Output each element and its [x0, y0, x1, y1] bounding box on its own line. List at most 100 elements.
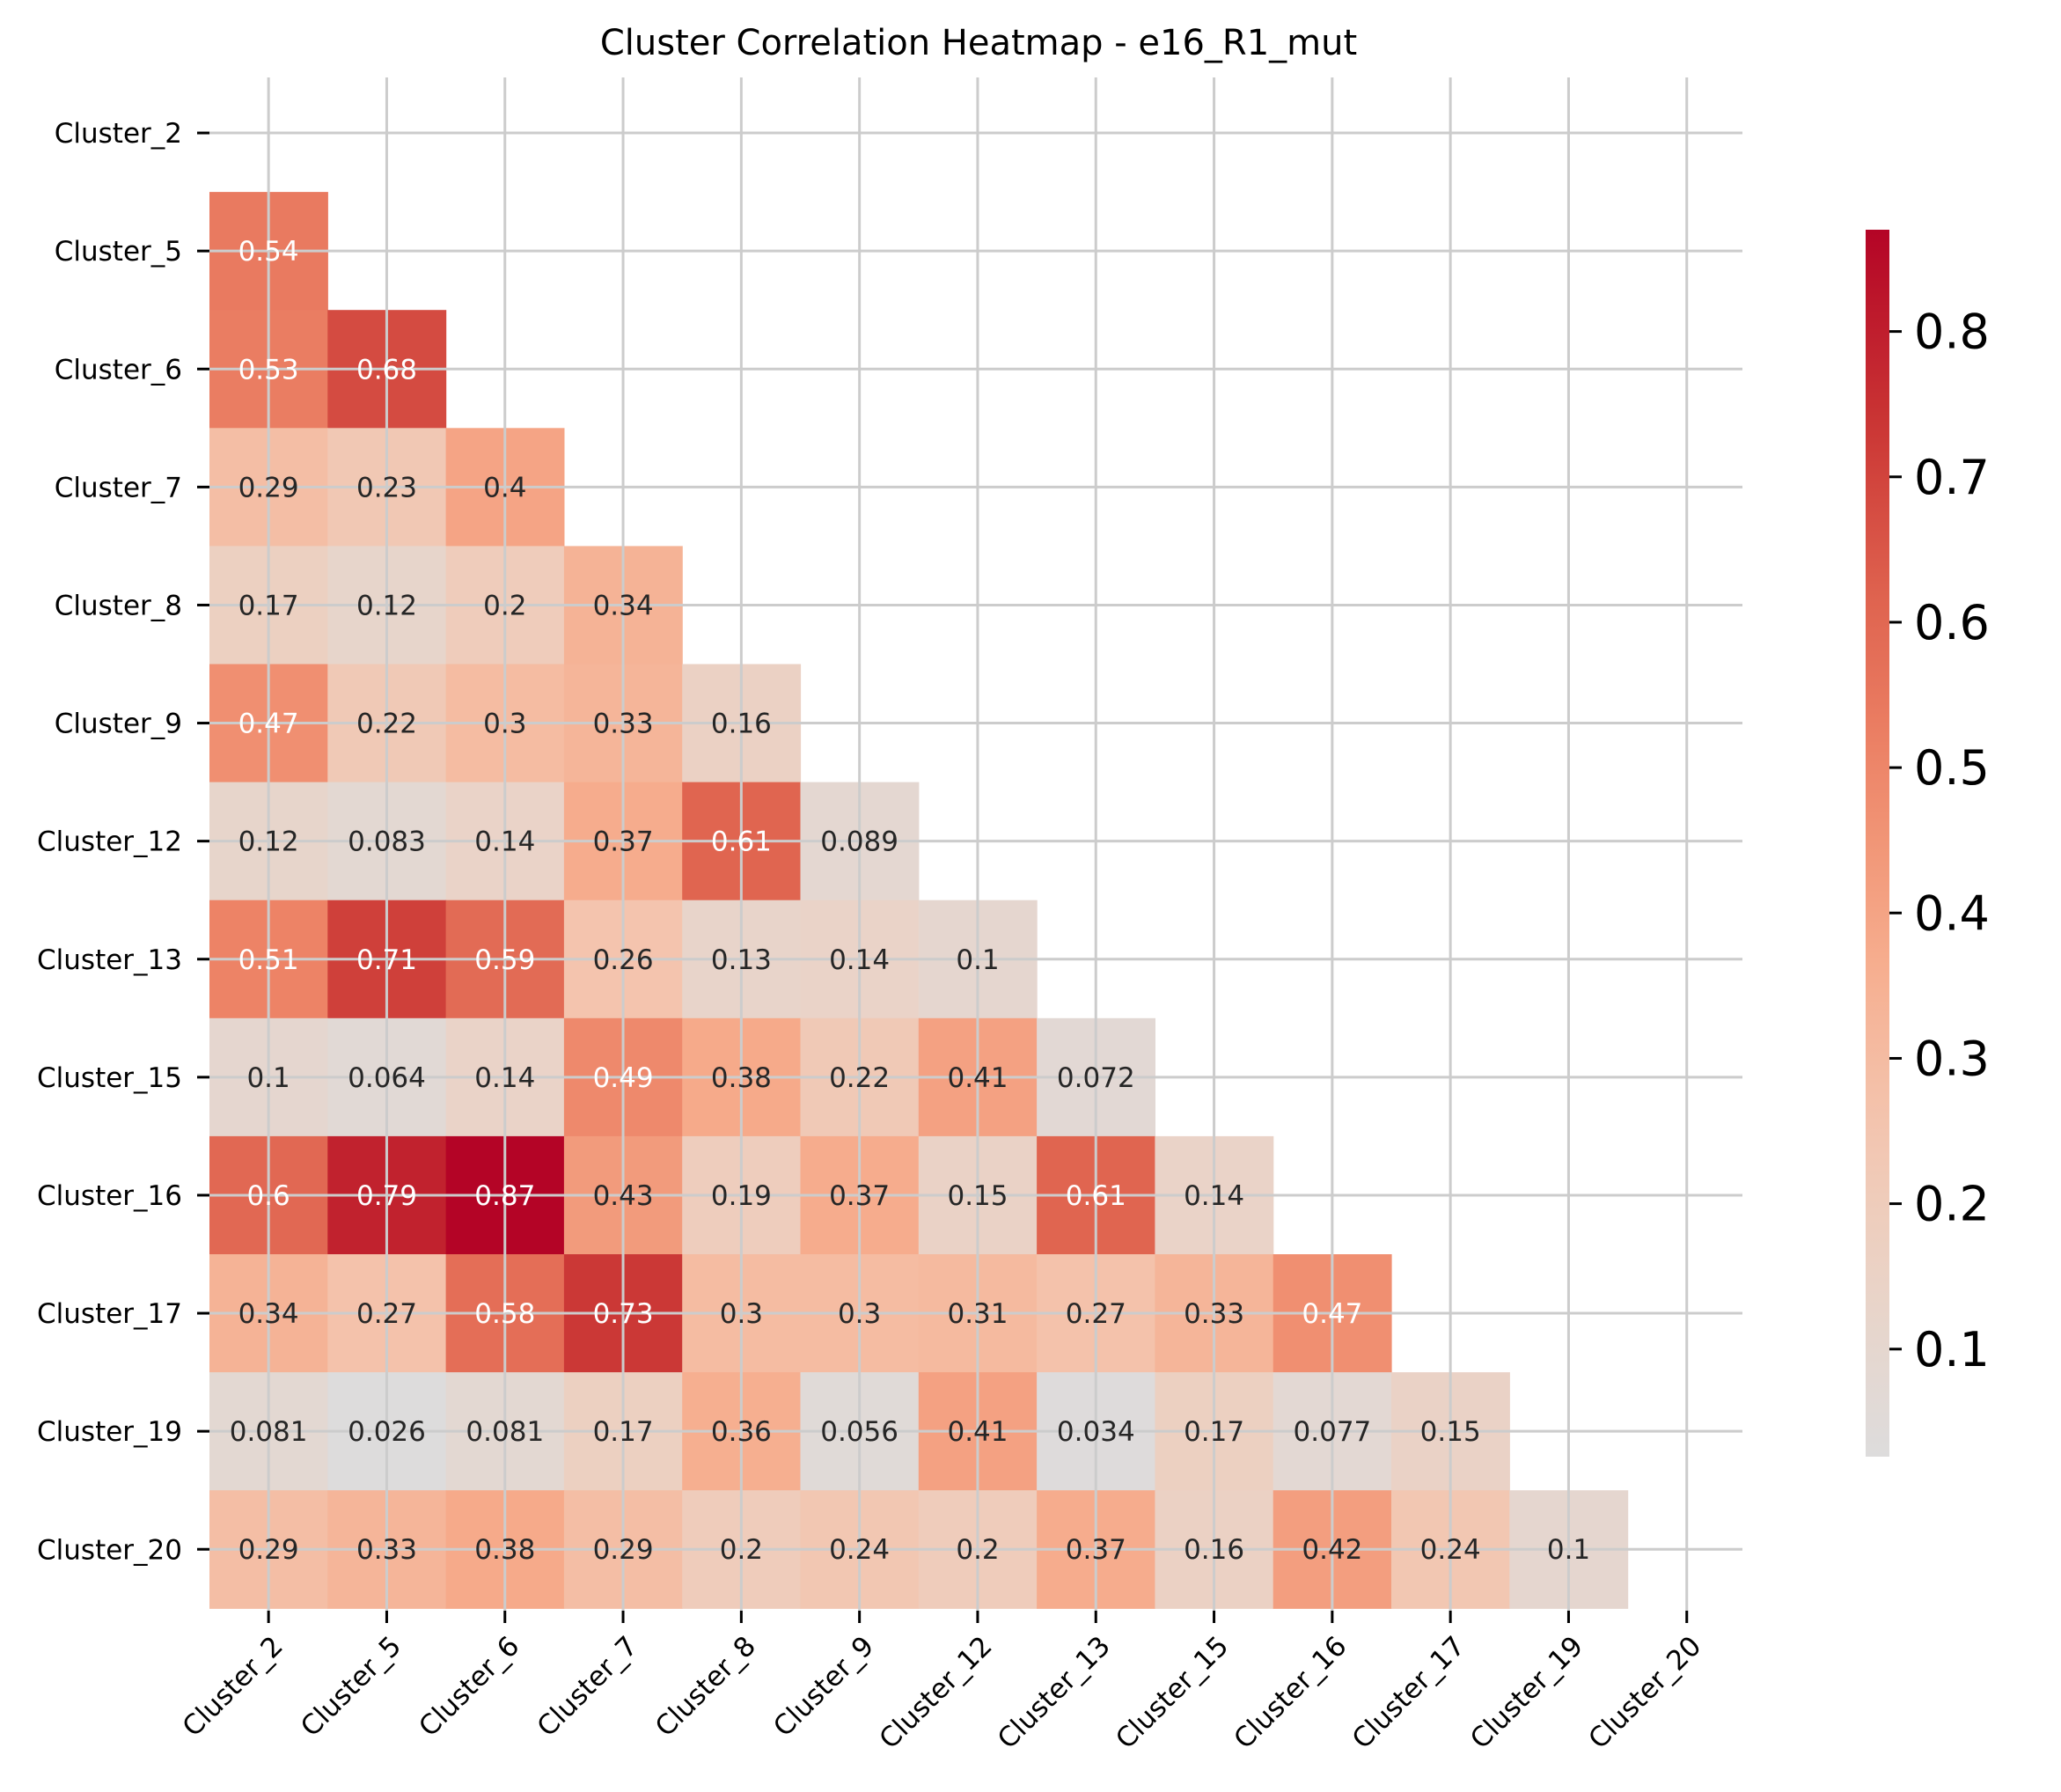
colorbar-tick-label: 0.6	[1914, 595, 1990, 650]
x-tick-label: Cluster_20	[1582, 1630, 1707, 1755]
x-tick-label: Cluster_12	[873, 1630, 998, 1755]
y-tick-label: Cluster_13	[37, 944, 182, 976]
cell-value-label: 0.16	[711, 709, 772, 740]
cell-value-label: 0.38	[474, 1534, 535, 1566]
cell-value-label: 0.081	[466, 1416, 544, 1448]
cell-value-label: 0.3	[483, 709, 526, 740]
cell-value-label: 0.37	[593, 826, 654, 858]
x-tick-label: Cluster_7	[532, 1630, 644, 1743]
cell-value-label: 0.34	[238, 1298, 299, 1330]
cell-value-label: 0.16	[1184, 1534, 1244, 1566]
x-tick-label: Cluster_9	[767, 1630, 880, 1743]
cell-value-label: 0.36	[711, 1416, 772, 1448]
cell-value-label: 0.34	[593, 590, 654, 621]
y-tick-label: Cluster_6	[55, 354, 182, 386]
cell-annotations: 0.54 0.53 0.68 0.29 0.23 0.4 0.17 0.12 0.2 0.34 0.…	[230, 236, 1590, 1566]
cell-value-label: 0.19	[711, 1180, 772, 1212]
x-tick-label: Cluster_13	[992, 1630, 1117, 1755]
cell-value-label: 0.68	[356, 354, 417, 386]
cell-value-label: 0.14	[474, 826, 535, 858]
cell-value-label: 0.33	[356, 1534, 417, 1566]
cell-value-label: 0.47	[238, 709, 299, 740]
cell-value-label: 0.064	[348, 1062, 426, 1094]
y-tick-label: Cluster_5	[55, 236, 182, 268]
cell-value-label: 0.072	[1057, 1062, 1135, 1094]
x-axis: Cluster_2 Cluster_5 Cluster_6 Cluster_7 Clus…	[177, 1611, 1707, 1755]
cell-value-label: 0.29	[238, 1534, 299, 1566]
cell-value-label: 0.87	[474, 1180, 535, 1212]
cell-value-label: 0.1	[1547, 1534, 1590, 1566]
cell-value-label: 0.33	[1184, 1298, 1244, 1330]
cell-value-label: 0.2	[956, 1534, 999, 1566]
cell-value-label: 0.15	[947, 1180, 1008, 1212]
colorbar-tick-label: 0.4	[1914, 885, 1990, 941]
y-axis: Cluster_2 Cluster_5 Cluster_6 Cluster_7 Clus…	[37, 118, 209, 1566]
chart-title: Cluster Correlation Heatmap - e16_R1_mut	[600, 23, 1357, 63]
y-tick-label: Cluster_20	[37, 1534, 182, 1566]
cell-value-label: 0.083	[348, 826, 426, 858]
cell-value-label: 0.4	[483, 472, 526, 503]
cell-value-label: 0.034	[1057, 1416, 1135, 1448]
cell-value-label: 0.24	[1420, 1534, 1481, 1566]
cell-value-label: 0.29	[593, 1534, 654, 1566]
cell-value-label: 0.61	[711, 826, 772, 858]
cell-value-label: 0.41	[947, 1416, 1008, 1448]
cell-value-label: 0.27	[356, 1298, 417, 1330]
cell-value-label: 0.22	[829, 1062, 890, 1094]
y-tick-label: Cluster_19	[37, 1416, 182, 1448]
cell-value-label: 0.15	[1420, 1416, 1481, 1448]
colorbar-tick-label: 0.1	[1914, 1322, 1990, 1377]
cell-value-label: 0.17	[593, 1416, 654, 1448]
cell-value-label: 0.2	[483, 590, 526, 621]
cell-value-label: 0.47	[1302, 1298, 1362, 1330]
cell-value-label: 0.14	[474, 1062, 535, 1094]
heatmap-cells	[209, 192, 1629, 1609]
y-tick-label: Cluster_17	[37, 1298, 182, 1330]
cell-value-label: 0.1	[956, 944, 999, 976]
colorbar-tick-label: 0.5	[1914, 740, 1990, 796]
cell-value-label: 0.79	[356, 1180, 417, 1212]
x-tick-label: Cluster_6	[413, 1630, 525, 1743]
cell-value-label: 0.37	[1066, 1534, 1126, 1566]
cell-value-label: 0.33	[593, 709, 654, 740]
cell-value-label: 0.2	[720, 1534, 763, 1566]
x-tick-label: Cluster_8	[649, 1630, 762, 1743]
cell-value-label: 0.51	[238, 944, 299, 976]
gridlines	[209, 77, 1742, 1611]
colorbar-tick-label: 0.7	[1914, 450, 1990, 505]
cell-value-label: 0.43	[593, 1180, 654, 1212]
cell-value-label: 0.27	[1066, 1298, 1126, 1330]
y-tick-label: Cluster_12	[37, 826, 182, 858]
cell-value-label: 0.22	[356, 709, 417, 740]
cell-value-label: 0.58	[474, 1298, 535, 1330]
y-tick-label: Cluster_2	[55, 118, 182, 150]
cell-value-label: 0.61	[1066, 1180, 1126, 1212]
cell-value-label: 0.49	[593, 1062, 654, 1094]
cell-value-label: 0.056	[820, 1416, 898, 1448]
cell-value-label: 0.53	[238, 354, 299, 386]
cell-value-label: 0.37	[829, 1180, 890, 1212]
cell-value-label: 0.026	[348, 1416, 426, 1448]
cell-value-label: 0.081	[230, 1416, 308, 1448]
cell-value-label: 0.17	[1184, 1416, 1244, 1448]
cell-value-label: 0.17	[238, 590, 299, 621]
x-tick-label: Cluster_19	[1464, 1630, 1589, 1755]
x-tick-label: Cluster_2	[177, 1630, 290, 1743]
cell-value-label: 0.24	[829, 1534, 890, 1566]
cell-value-label: 0.73	[593, 1298, 654, 1330]
cell-value-label: 0.6	[246, 1180, 290, 1212]
cell-value-label: 0.12	[238, 826, 299, 858]
colorbar-gradient	[1866, 230, 1889, 1457]
colorbar-tick-label: 0.3	[1914, 1031, 1990, 1086]
cell-value-label: 0.14	[1184, 1180, 1244, 1212]
colorbar-tick-label: 0.2	[1914, 1177, 1990, 1232]
y-tick-label: Cluster_7	[55, 472, 182, 503]
cell-value-label: 0.23	[356, 472, 417, 503]
y-tick-label: Cluster_9	[55, 709, 182, 740]
cell-value-label: 0.077	[1294, 1416, 1372, 1448]
cell-value-label: 0.3	[838, 1298, 881, 1330]
cell-value-label: 0.38	[711, 1062, 772, 1094]
cell-value-label: 0.59	[474, 944, 535, 976]
y-tick-label: Cluster_16	[37, 1180, 182, 1212]
